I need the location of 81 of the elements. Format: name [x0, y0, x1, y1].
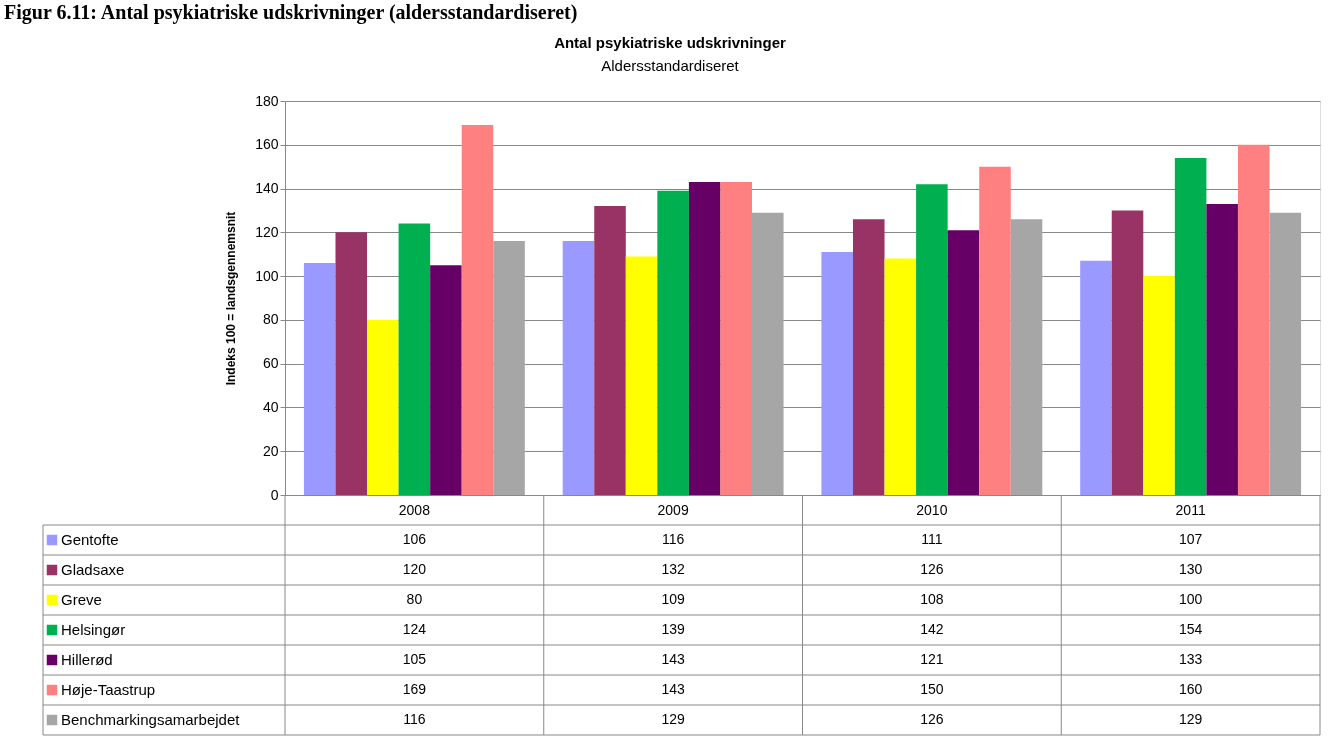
- bar: [1174, 157, 1207, 495]
- data-label: 80: [406, 591, 423, 607]
- bar: [303, 262, 336, 495]
- data-label: 160: [1178, 681, 1203, 697]
- data-label: 126: [920, 561, 944, 577]
- bar: [852, 219, 885, 495]
- data-label: 106: [402, 531, 427, 547]
- legend-label: Gentofte: [61, 531, 119, 548]
- y-axis-title: Indeks 100 = landsgennemsnit: [223, 211, 238, 386]
- data-label: 107: [1178, 531, 1203, 547]
- legend-label: Benchmarkingsamarbejdet: [61, 711, 241, 728]
- text: Figur 6.11: Antal psykiatriske udskrivninger (aldersstandardiseret): [4, 1, 578, 24]
- bar: [947, 230, 980, 495]
- y-tick-label: 20: [262, 442, 279, 459]
- data-label: 120: [402, 561, 427, 577]
- bar: [1080, 260, 1112, 495]
- data-label: 105: [402, 651, 427, 667]
- y-tick-label: 180: [255, 92, 279, 109]
- data-label: 109: [661, 591, 686, 607]
- x-tick-label: 2010: [916, 501, 948, 518]
- legend-label: Hillerød: [61, 651, 113, 668]
- data-label: 143: [661, 651, 686, 667]
- legend-label: Gladsaxe: [61, 561, 125, 578]
- data-label: 150: [920, 681, 944, 697]
- data-label: 142: [920, 621, 944, 637]
- bar: [720, 181, 753, 495]
- data-label: 129: [661, 711, 686, 727]
- bar: [1010, 219, 1043, 495]
- chart-title: Antal psykiatriske udskrivninger: [554, 34, 787, 51]
- bar: [657, 190, 689, 495]
- bar: [398, 223, 431, 495]
- x-tick-label: 2008: [398, 501, 431, 518]
- data-label: 126: [920, 711, 944, 727]
- data-label: 139: [661, 621, 686, 637]
- bar: [979, 166, 1011, 495]
- bar: [625, 256, 658, 495]
- data-label: 132: [661, 561, 686, 577]
- bar: [1206, 203, 1238, 495]
- legend-label: Helsingør: [61, 621, 126, 638]
- y-tick-label: 80: [262, 311, 279, 328]
- y-tick-label: 120: [255, 223, 279, 240]
- data-label: 116: [661, 531, 685, 547]
- data-label: 111: [921, 531, 943, 547]
- x-tick-label: 2011: [1175, 501, 1206, 518]
- bar: [916, 184, 948, 495]
- bar: [1111, 210, 1144, 495]
- bar: [493, 241, 525, 495]
- bar: [594, 206, 626, 495]
- y-tick-label: 40: [262, 398, 279, 415]
- bar: [688, 181, 721, 495]
- data-label: 154: [1178, 621, 1203, 637]
- data-label: 116: [403, 711, 426, 727]
- data-label: 133: [1178, 651, 1203, 667]
- legend-label: Greve: [61, 591, 102, 608]
- data-label: 130: [1178, 561, 1203, 577]
- y-tick-label: 100: [255, 267, 279, 284]
- y-tick-label: 160: [255, 136, 279, 153]
- bar: [1269, 212, 1302, 495]
- bar: [430, 265, 462, 495]
- bar: [1143, 276, 1175, 495]
- data-label: 129: [1178, 711, 1203, 727]
- bar: [821, 252, 853, 495]
- data-label: 100: [1178, 591, 1203, 607]
- bar: [367, 319, 399, 495]
- data-label: 108: [920, 591, 944, 607]
- y-tick-label: 60: [262, 355, 279, 372]
- bar: [335, 232, 368, 495]
- chart-subtitle: Aldersstandardiseret: [601, 57, 740, 74]
- bar: [752, 212, 784, 495]
- data-label: 169: [402, 681, 427, 697]
- y-tick-label: 140: [255, 180, 279, 197]
- bar: [461, 125, 494, 495]
- y-tick-label: 0: [270, 486, 279, 503]
- data-label: 143: [661, 681, 686, 697]
- bar: [1237, 144, 1270, 495]
- data-label: 121: [920, 651, 944, 667]
- legend-label: Høje-Taastrup: [61, 681, 156, 698]
- bar: [884, 258, 917, 495]
- data-label: 124: [402, 621, 427, 637]
- bar: [562, 241, 595, 495]
- x-tick-label: 2009: [657, 501, 689, 518]
